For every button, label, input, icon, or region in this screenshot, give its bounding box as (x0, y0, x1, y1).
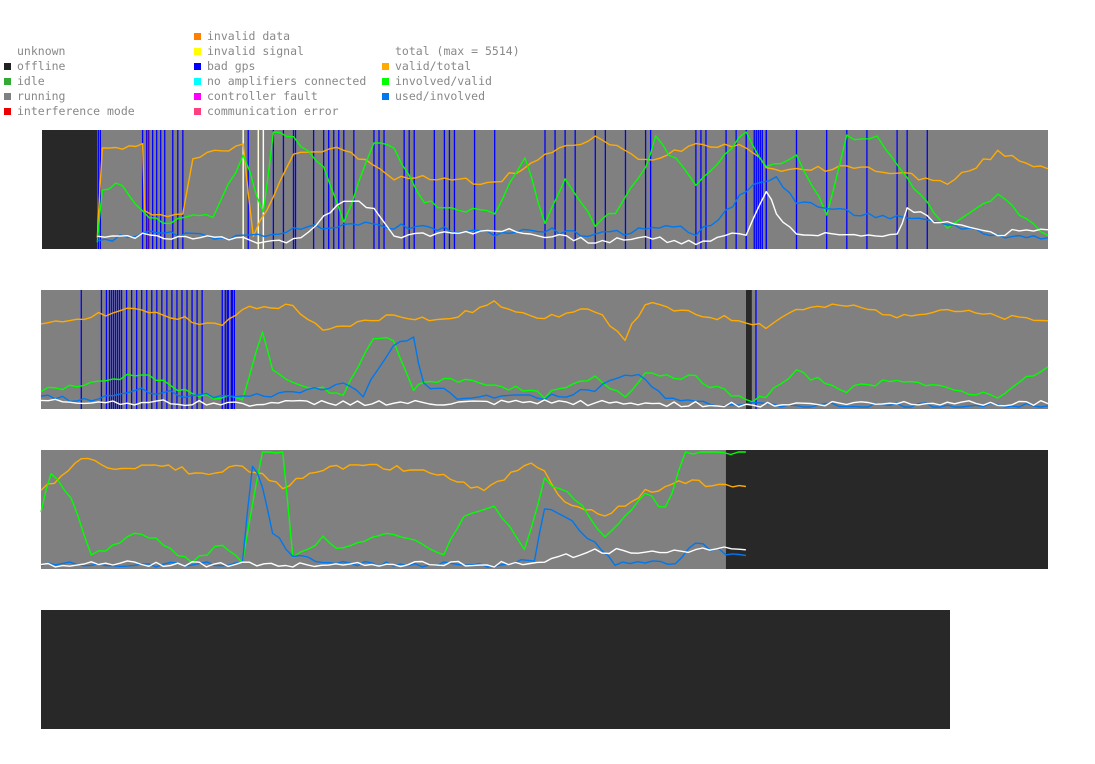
status-segment-offline (41, 610, 950, 729)
legend-item-used-involved: used/involved (382, 89, 485, 104)
legend-item-running: running (4, 89, 65, 104)
legend-label: involved/valid (395, 74, 492, 88)
legend-label: communication error (207, 104, 339, 118)
chart-panel-3 (40, 450, 1048, 569)
chart-panel-1 (42, 130, 1049, 249)
legend-label: invalid signal (207, 44, 304, 58)
legend-swatch (382, 63, 389, 70)
legend-item-total-max-5514-: total (max = 5514) (382, 44, 520, 59)
legend-swatch (4, 78, 11, 85)
legend-label: bad gps (207, 59, 256, 73)
legend-swatch (382, 93, 389, 100)
series-valid-total (40, 300, 1049, 342)
legend-swatch (4, 93, 11, 100)
legend-item-no-amplifiers-connected: no amplifiers connected (194, 74, 366, 89)
status-segment-running (41, 290, 746, 409)
series-total (40, 546, 746, 568)
status-segment-running (41, 450, 726, 569)
series-total (40, 398, 1049, 408)
legend-swatch (194, 33, 201, 40)
series-involved-valid (40, 451, 746, 564)
legend-label: offline (17, 59, 66, 73)
chart-panel-4 (41, 610, 950, 729)
chart-panel-2 (40, 290, 1049, 409)
status-segment-offline (42, 130, 98, 249)
legend-swatch (194, 78, 201, 85)
legend-item-communication-error: communication error (194, 104, 339, 119)
legend-label: running (17, 89, 66, 103)
status-segment-offline (745, 290, 752, 409)
series-involved-valid (96, 131, 1049, 243)
status-segment-offline (725, 450, 1048, 569)
legend-label: no amplifiers connected (207, 74, 367, 88)
series-total (97, 190, 1049, 246)
legend-swatch (194, 48, 201, 55)
series-valid-total (40, 457, 746, 517)
legend-item-interference-mode: interference mode (4, 104, 135, 119)
legend-item-invalid-data: invalid data (194, 29, 290, 44)
legend-label: valid/total (395, 59, 472, 73)
legend-swatch (4, 63, 11, 70)
legend-item-idle: idle (4, 74, 45, 89)
legend-swatch (194, 63, 201, 70)
legend-item-unknown: unknown (4, 44, 65, 59)
legend-label: interference mode (17, 104, 135, 118)
series-valid-total (96, 135, 1049, 238)
legend-label: invalid data (207, 29, 291, 43)
series-used-involved (97, 175, 1049, 242)
legend-label: idle (17, 74, 45, 88)
legend-swatch (382, 78, 389, 85)
legend-item-invalid-signal: invalid signal (194, 44, 304, 59)
legend-swatch (194, 108, 201, 115)
legend-label: unknown (17, 44, 66, 58)
legend-label: total (max = 5514) (395, 44, 520, 58)
legend-item-bad-gps: bad gps (194, 59, 255, 74)
legend-item-involved-valid: involved/valid (382, 74, 492, 89)
legend-item-offline: offline (4, 59, 65, 74)
legend-item-controller-fault: controller fault (194, 89, 318, 104)
status-segment-running (751, 290, 1048, 409)
legend-label: controller fault (207, 89, 318, 103)
legend-swatch (194, 93, 201, 100)
series-involved-valid (40, 331, 1049, 403)
legend-label: used/involved (395, 89, 486, 103)
legend-item-valid-total: valid/total (382, 59, 471, 74)
legend-swatch (4, 108, 11, 115)
